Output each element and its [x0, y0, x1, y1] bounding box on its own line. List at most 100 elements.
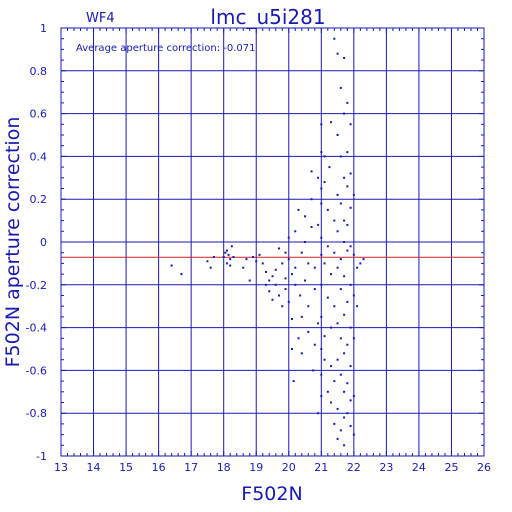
y-tick-label: 0.2: [30, 193, 48, 206]
data-point: [343, 313, 346, 316]
data-point: [349, 365, 352, 368]
data-point: [346, 151, 349, 154]
data-point: [333, 422, 336, 425]
data-point: [320, 395, 323, 398]
data-point: [346, 382, 349, 385]
data-point: [330, 121, 333, 124]
data-point: [312, 369, 315, 372]
data-point: [297, 208, 300, 211]
data-point: [304, 215, 307, 218]
data-point: [349, 326, 352, 329]
data-point: [291, 348, 294, 350]
data-point: [320, 283, 323, 286]
data-point: [346, 300, 349, 303]
y-tick-label: -1: [36, 450, 47, 463]
data-point: [343, 352, 346, 355]
data-point: [333, 380, 336, 383]
data-point: [287, 236, 290, 239]
reference-lines: [61, 241, 484, 258]
x-tick-label: 19: [249, 461, 263, 474]
average-annotation: Average aperture correction: -0.071: [76, 43, 256, 54]
data-point: [229, 258, 232, 261]
data-point: [323, 181, 326, 184]
data-point: [356, 266, 359, 269]
data-point: [297, 337, 300, 340]
data-point: [343, 219, 346, 222]
data-point: [292, 380, 295, 383]
y-tick-labels: -1 -0.8 -0.6 -0.4 -0.2 0 0.2 0.4 0.6 0.8 1: [26, 22, 47, 463]
data-point: [274, 268, 277, 271]
data-point: [339, 288, 342, 291]
x-tick-label: 23: [379, 461, 393, 474]
x-tick-label: 24: [412, 461, 426, 474]
data-point: [326, 296, 329, 299]
data-point: [352, 294, 355, 297]
data-point: [336, 322, 339, 325]
data-point: [304, 279, 307, 282]
y-tick-label: -0.2: [26, 279, 47, 292]
x-tick-label: 14: [87, 461, 101, 474]
data-point: [336, 52, 339, 55]
data-point: [304, 241, 307, 243]
data-point: [313, 288, 316, 291]
data-point: [346, 223, 349, 226]
data-point: [307, 330, 310, 333]
data-point: [343, 56, 346, 59]
data-point: [343, 390, 346, 393]
data-point: [346, 185, 349, 188]
data-point: [278, 247, 281, 250]
data-point: [336, 266, 339, 269]
data-point: [268, 290, 271, 293]
data-point: [330, 273, 333, 276]
data-point: [300, 251, 303, 254]
data-point: [317, 412, 320, 415]
data-point: [310, 170, 313, 173]
data-point: [349, 399, 352, 402]
data-point: [310, 226, 313, 229]
chart-title: lmc_u5i281: [210, 5, 325, 29]
data-point: [300, 352, 303, 355]
x-tick-label: 13: [54, 461, 68, 474]
x-tick-labels: 13 14 15 16 17 18 19 20 21 22 23 24 25 26: [54, 461, 491, 474]
data-point: [343, 275, 346, 278]
data-point: [284, 277, 287, 280]
data-point: [349, 172, 352, 175]
y-axis-title: F502N aperture correction: [2, 117, 24, 368]
data-point: [229, 264, 232, 267]
data-point: [346, 249, 349, 252]
data-point: [336, 407, 339, 410]
data-point: [271, 298, 274, 301]
data-point: [299, 294, 302, 297]
data-point: [230, 245, 233, 248]
data-point: [264, 283, 267, 286]
data-point: [320, 253, 323, 256]
data-point: [209, 266, 212, 269]
data-point: [330, 401, 333, 404]
data-point: [339, 155, 342, 158]
data-point: [225, 249, 228, 252]
data-point: [333, 305, 336, 308]
data-point: [323, 155, 326, 158]
data-point: [349, 206, 352, 209]
data-point: [320, 315, 323, 318]
data-point: [336, 193, 339, 196]
data-point: [343, 416, 346, 419]
data-point: [336, 134, 339, 136]
x-tick-label: 21: [314, 461, 328, 474]
data-point: [264, 270, 267, 273]
data-point: [320, 348, 323, 350]
data-point: [300, 315, 303, 318]
data-point: [317, 176, 320, 179]
x-tick-label: 26: [477, 461, 491, 474]
data-point: [320, 123, 323, 126]
y-tick-label: -0.8: [26, 407, 47, 420]
data-point: [326, 208, 329, 211]
data-point: [333, 37, 336, 40]
y-tick-label: 0.6: [30, 108, 48, 121]
data-point: [339, 202, 342, 205]
data-point: [333, 251, 336, 254]
data-point: [336, 358, 339, 361]
data-point: [206, 260, 209, 263]
data-point: [356, 305, 359, 308]
x-tick-label: 17: [184, 461, 198, 474]
